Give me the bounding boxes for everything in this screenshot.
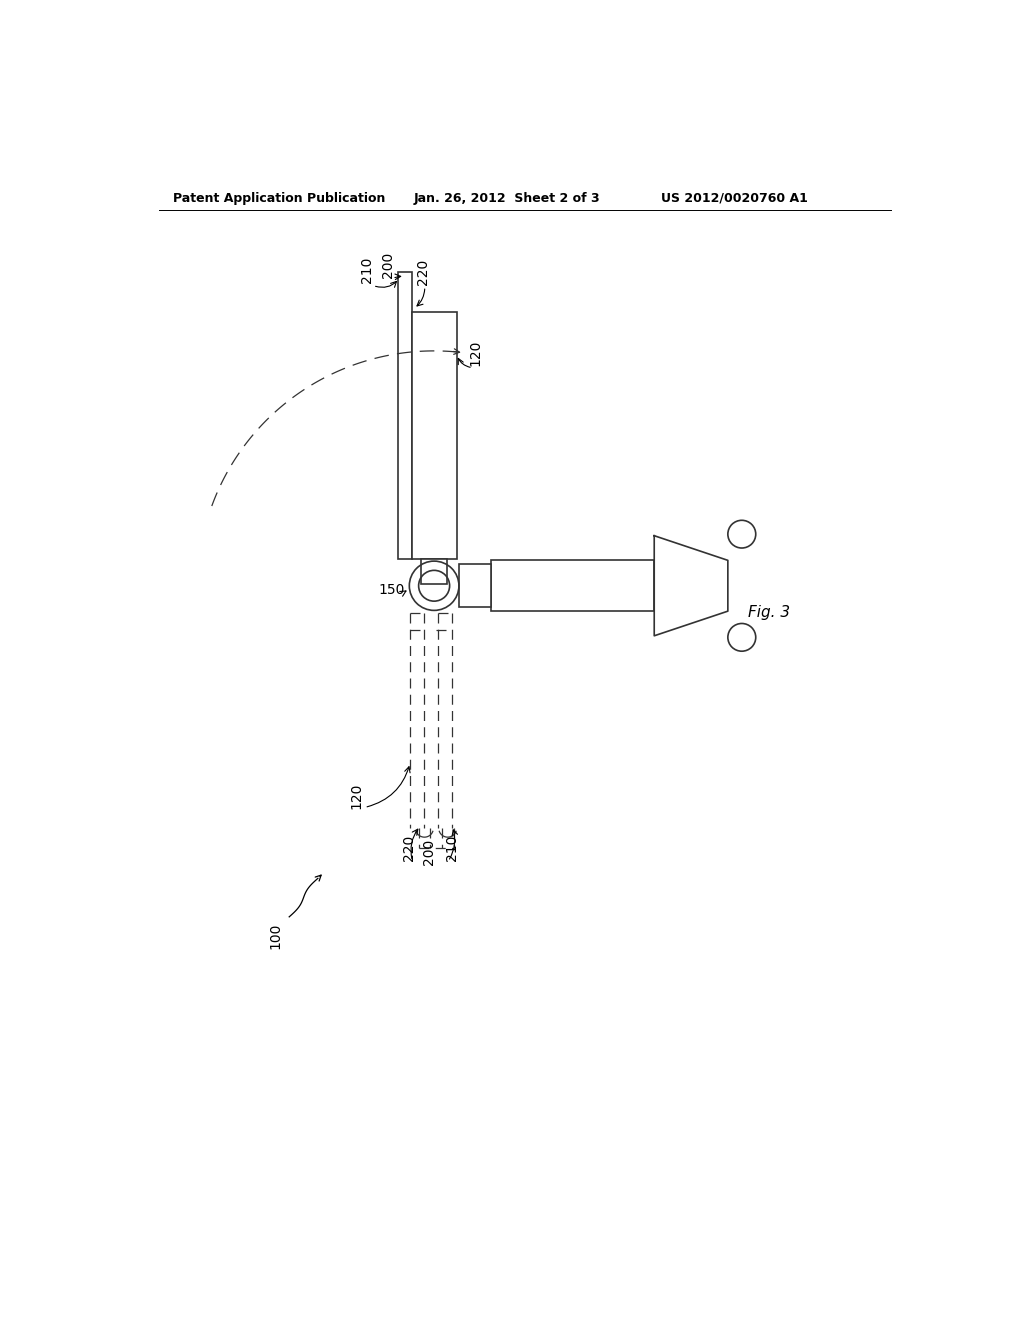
Text: 100: 100 xyxy=(268,923,283,949)
Bar xyxy=(459,564,492,607)
Bar xyxy=(492,561,654,611)
Text: US 2012/0020760 A1: US 2012/0020760 A1 xyxy=(662,191,808,205)
Text: 200: 200 xyxy=(381,252,395,277)
Text: 200: 200 xyxy=(423,838,436,865)
Text: 150: 150 xyxy=(378,582,404,597)
Text: 120: 120 xyxy=(349,783,364,809)
Text: 220: 220 xyxy=(416,259,429,285)
Bar xyxy=(412,313,457,558)
Text: 210: 210 xyxy=(359,257,374,284)
Text: Jan. 26, 2012  Sheet 2 of 3: Jan. 26, 2012 Sheet 2 of 3 xyxy=(414,191,600,205)
Text: Fig. 3: Fig. 3 xyxy=(748,605,791,620)
Bar xyxy=(397,272,412,558)
Text: 120: 120 xyxy=(468,339,482,366)
Bar xyxy=(421,558,447,585)
Text: 210: 210 xyxy=(445,834,459,861)
Text: Patent Application Publication: Patent Application Publication xyxy=(173,191,385,205)
Text: 220: 220 xyxy=(401,834,416,861)
